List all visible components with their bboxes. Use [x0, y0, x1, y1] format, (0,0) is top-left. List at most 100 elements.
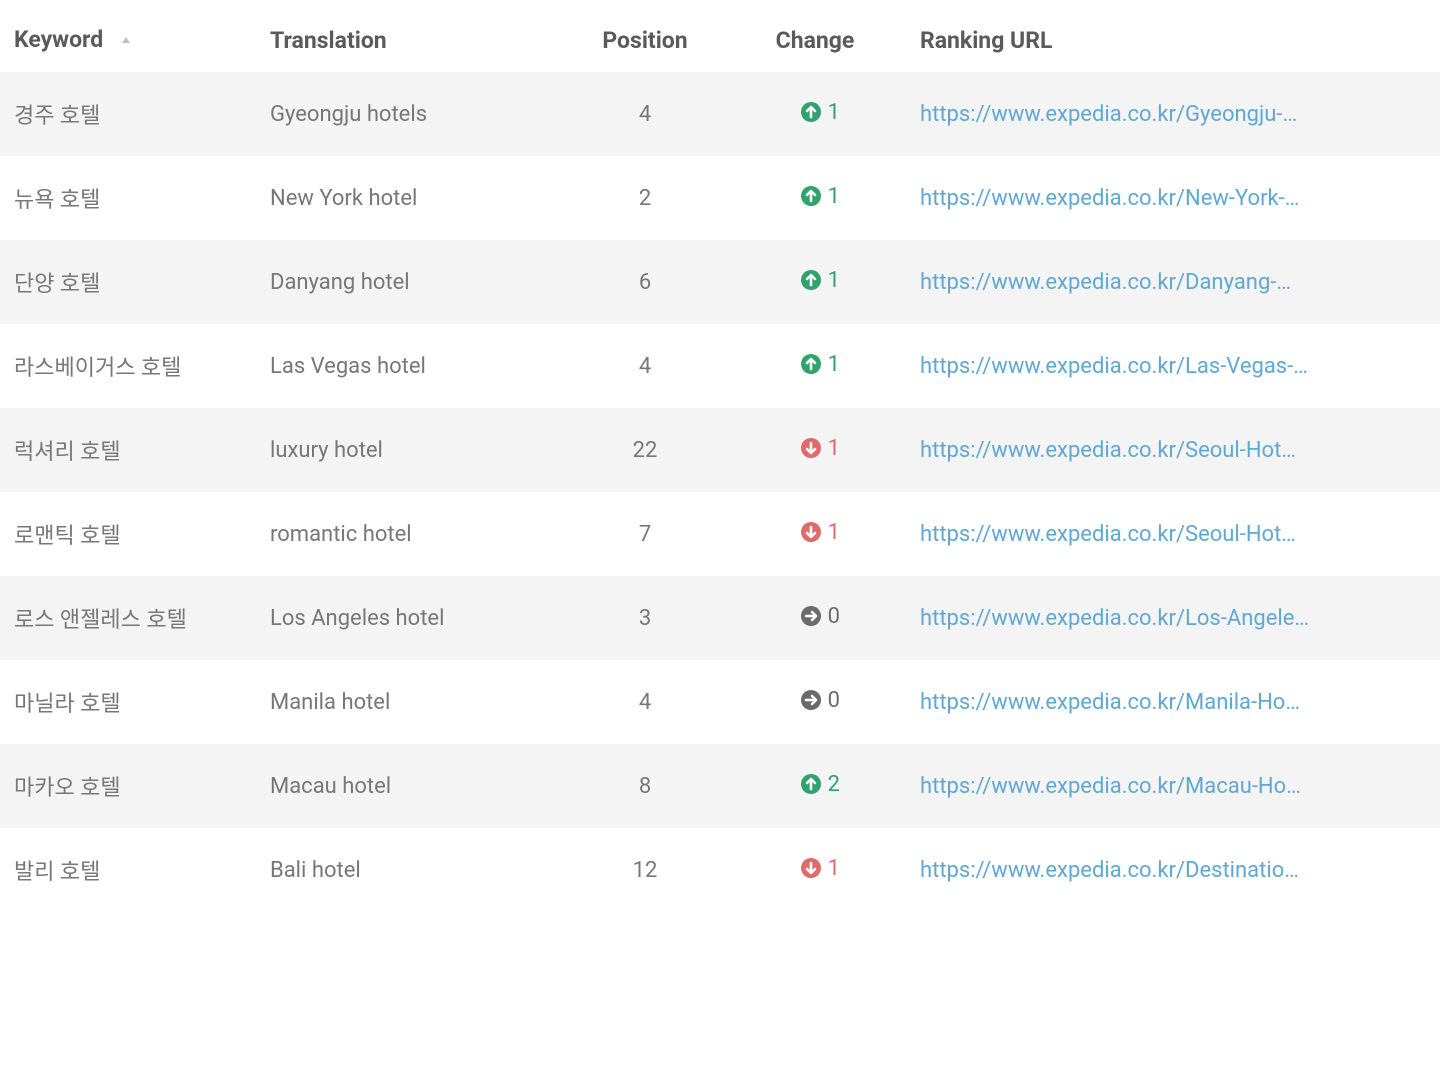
change-value: 1	[828, 436, 840, 461]
column-header-url[interactable]: Ranking URL	[900, 8, 1440, 72]
cell-change: 1	[730, 492, 900, 576]
arrow-up-icon	[800, 773, 822, 795]
cell-position: 4	[560, 324, 730, 408]
cell-change: 0	[730, 576, 900, 660]
change-value: 1	[828, 184, 840, 209]
cell-translation: New York hotel	[260, 156, 560, 240]
change-value: 1	[828, 100, 840, 125]
table-row[interactable]: 경주 호텔Gyeongju hotels4 1 https://www.expedi…	[0, 72, 1440, 156]
column-header-change[interactable]: Change	[730, 8, 900, 72]
sort-ascending-icon	[119, 27, 133, 54]
arrow-right-icon	[800, 605, 822, 627]
cell-url: https://www.expedia.co.kr/Macau-Ho…	[900, 744, 1440, 828]
cell-keyword: 라스베이거스 호텔	[0, 324, 260, 408]
table-row[interactable]: 라스베이거스 호텔Las Vegas hotel4 1 https://www.ex…	[0, 324, 1440, 408]
cell-change: 1	[730, 156, 900, 240]
ranking-url-link[interactable]: https://www.expedia.co.kr/Seoul-Hot…	[920, 438, 1296, 463]
change-value: 1	[828, 520, 840, 545]
change-value: 0	[828, 604, 840, 629]
cell-url: https://www.expedia.co.kr/Las-Vegas-…	[900, 324, 1440, 408]
ranking-url-link[interactable]: https://www.expedia.co.kr/Manila-Ho…	[920, 690, 1300, 715]
cell-position: 4	[560, 72, 730, 156]
table-header-row: Keyword Translation Position Change	[0, 8, 1440, 72]
cell-translation: Las Vegas hotel	[260, 324, 560, 408]
cell-position: 22	[560, 408, 730, 492]
ranking-url-link[interactable]: https://www.expedia.co.kr/Macau-Ho…	[920, 774, 1301, 799]
table-row[interactable]: 단양 호텔Danyang hotel6 1 https://www.expedia.…	[0, 240, 1440, 324]
table-row[interactable]: 마닐라 호텔Manila hotel4 0 https://www.expedia.…	[0, 660, 1440, 744]
arrow-up-icon	[800, 353, 822, 375]
cell-translation: Los Angeles hotel	[260, 576, 560, 660]
cell-url: https://www.expedia.co.kr/Seoul-Hot…	[900, 492, 1440, 576]
change-value: 1	[828, 268, 840, 293]
arrow-down-icon	[800, 437, 822, 459]
change-value: 2	[828, 772, 840, 797]
cell-translation: Gyeongju hotels	[260, 72, 560, 156]
table-row[interactable]: 마카오 호텔Macau hotel8 2 https://www.expedia.c…	[0, 744, 1440, 828]
ranking-url-link[interactable]: https://www.expedia.co.kr/Seoul-Hot…	[920, 522, 1296, 547]
column-header-position[interactable]: Position	[560, 8, 730, 72]
cell-change: 1	[730, 72, 900, 156]
ranking-url-link[interactable]: https://www.expedia.co.kr/Los-Angele…	[920, 606, 1309, 631]
rank-table: Keyword Translation Position Change	[0, 8, 1440, 912]
table-row[interactable]: 럭셔리 호텔luxury hotel22 1 https://www.expedia…	[0, 408, 1440, 492]
cell-translation: romantic hotel	[260, 492, 560, 576]
cell-url: https://www.expedia.co.kr/Los-Angele…	[900, 576, 1440, 660]
cell-change: 1	[730, 240, 900, 324]
cell-translation: Macau hotel	[260, 744, 560, 828]
cell-position: 12	[560, 828, 730, 912]
column-header-translation[interactable]: Translation	[260, 8, 560, 72]
cell-url: https://www.expedia.co.kr/Manila-Ho…	[900, 660, 1440, 744]
cell-change: 1	[730, 828, 900, 912]
table-row[interactable]: 뉴욕 호텔New York hotel2 1 https://www.expedia…	[0, 156, 1440, 240]
cell-url: https://www.expedia.co.kr/New-York-…	[900, 156, 1440, 240]
cell-url: https://www.expedia.co.kr/Danyang-…	[900, 240, 1440, 324]
cell-change: 0	[730, 660, 900, 744]
cell-change: 2	[730, 744, 900, 828]
cell-position: 8	[560, 744, 730, 828]
arrow-down-icon	[800, 857, 822, 879]
change-value: 0	[828, 688, 840, 713]
cell-keyword: 경주 호텔	[0, 72, 260, 156]
column-header-translation-label: Translation	[270, 27, 387, 54]
column-header-position-label: Position	[602, 27, 687, 54]
ranking-url-link[interactable]: https://www.expedia.co.kr/Las-Vegas-…	[920, 354, 1308, 379]
cell-keyword: 로스 앤젤레스 호텔	[0, 576, 260, 660]
cell-translation: Manila hotel	[260, 660, 560, 744]
ranking-url-link[interactable]: https://www.expedia.co.kr/Destinatio…	[920, 858, 1299, 883]
cell-keyword: 로맨틱 호텔	[0, 492, 260, 576]
cell-translation: luxury hotel	[260, 408, 560, 492]
table-row[interactable]: 로맨틱 호텔romantic hotel7 1 https://www.expedi…	[0, 492, 1440, 576]
arrow-down-icon	[800, 521, 822, 543]
cell-keyword: 뉴욕 호텔	[0, 156, 260, 240]
cell-translation: Danyang hotel	[260, 240, 560, 324]
cell-change: 1	[730, 324, 900, 408]
cell-keyword: 발리 호텔	[0, 828, 260, 912]
ranking-url-link[interactable]: https://www.expedia.co.kr/Danyang-…	[920, 270, 1291, 295]
cell-position: 7	[560, 492, 730, 576]
cell-url: https://www.expedia.co.kr/Gyeongju-…	[900, 72, 1440, 156]
arrow-up-icon	[800, 269, 822, 291]
table-row[interactable]: 로스 앤젤레스 호텔Los Angeles hotel3 0 https://www…	[0, 576, 1440, 660]
ranking-url-link[interactable]: https://www.expedia.co.kr/Gyeongju-…	[920, 102, 1297, 127]
column-header-change-label: Change	[776, 27, 855, 54]
cell-keyword: 마카오 호텔	[0, 744, 260, 828]
cell-translation: Bali hotel	[260, 828, 560, 912]
cell-position: 4	[560, 660, 730, 744]
cell-url: https://www.expedia.co.kr/Seoul-Hot…	[900, 408, 1440, 492]
ranking-url-link[interactable]: https://www.expedia.co.kr/New-York-…	[920, 186, 1299, 211]
arrow-up-icon	[800, 185, 822, 207]
change-value: 1	[828, 352, 840, 377]
cell-keyword: 마닐라 호텔	[0, 660, 260, 744]
cell-change: 1	[730, 408, 900, 492]
keyword-rank-table: Keyword Translation Position Change	[0, 0, 1440, 920]
cell-keyword: 단양 호텔	[0, 240, 260, 324]
column-header-keyword-label: Keyword	[14, 26, 103, 53]
cell-position: 6	[560, 240, 730, 324]
arrow-up-icon	[800, 101, 822, 123]
cell-keyword: 럭셔리 호텔	[0, 408, 260, 492]
cell-position: 3	[560, 576, 730, 660]
cell-position: 2	[560, 156, 730, 240]
table-row[interactable]: 발리 호텔Bali hotel121 https://www.expedia.co…	[0, 828, 1440, 912]
column-header-keyword[interactable]: Keyword	[0, 8, 260, 72]
